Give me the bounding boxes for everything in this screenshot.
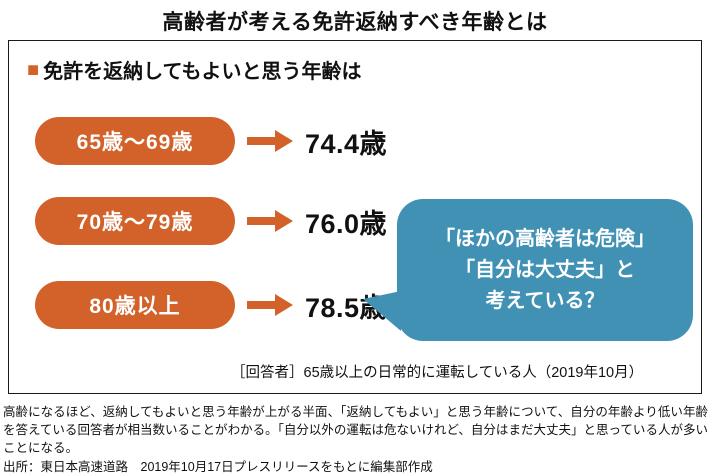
description-text: 高齢になるほど、返納してもよいと思う年齢が上がる半面、「返納してもよい」と思う年…: [3, 405, 708, 456]
speech-bubble: 「ほかの高齢者は危険」 「自分は大丈夫」と 考えている？: [363, 199, 693, 341]
bubble-line-3: 考えている？: [485, 289, 605, 312]
chart-panel: ■ 免許を返納してもよいと思う年齢は 65歳～69歳 74.4歳 70歳～79歳…: [8, 40, 702, 394]
page-title: 高齢者が考える免許返納すべき年齢とは: [162, 11, 548, 34]
age-group-pill: 70歳～79歳: [35, 197, 235, 245]
right-arrow-icon: [247, 294, 293, 316]
age-value: 76.0歳: [305, 208, 388, 239]
bubble-line-1: 「ほかの高齢者は危険」: [435, 227, 655, 250]
age-group-pill: 80歳以上: [35, 281, 235, 329]
right-arrow-icon: [247, 130, 293, 152]
source-attribution: 出所：東日本高速道路 2019年10月17日プレスリリースをもとに編集部作成: [3, 460, 433, 474]
age-row-80-over: 80歳以上 78.5歳: [35, 281, 387, 329]
bubble-line-2: 「自分は大丈夫」と: [455, 258, 635, 281]
age-value: 74.4歳: [305, 128, 388, 159]
speech-bubble-tail: [363, 291, 401, 331]
chart-heading-label: 免許を返納してもよいと思う年齢は: [43, 61, 362, 83]
square-bullet-icon: ■: [27, 58, 40, 81]
chart-heading: ■ 免許を返納してもよいと思う年齢は: [27, 55, 362, 84]
age-row-70-79: 70歳～79歳 76.0歳: [35, 197, 387, 245]
age-row-65-69: 65歳～69歳 74.4歳: [35, 117, 387, 165]
right-arrow-icon: [247, 210, 293, 232]
age-group-pill: 65歳～69歳: [35, 117, 235, 165]
respondents-note: ［回答者］65歳以上の日常的に運転している人（2019年10月）: [231, 365, 644, 381]
